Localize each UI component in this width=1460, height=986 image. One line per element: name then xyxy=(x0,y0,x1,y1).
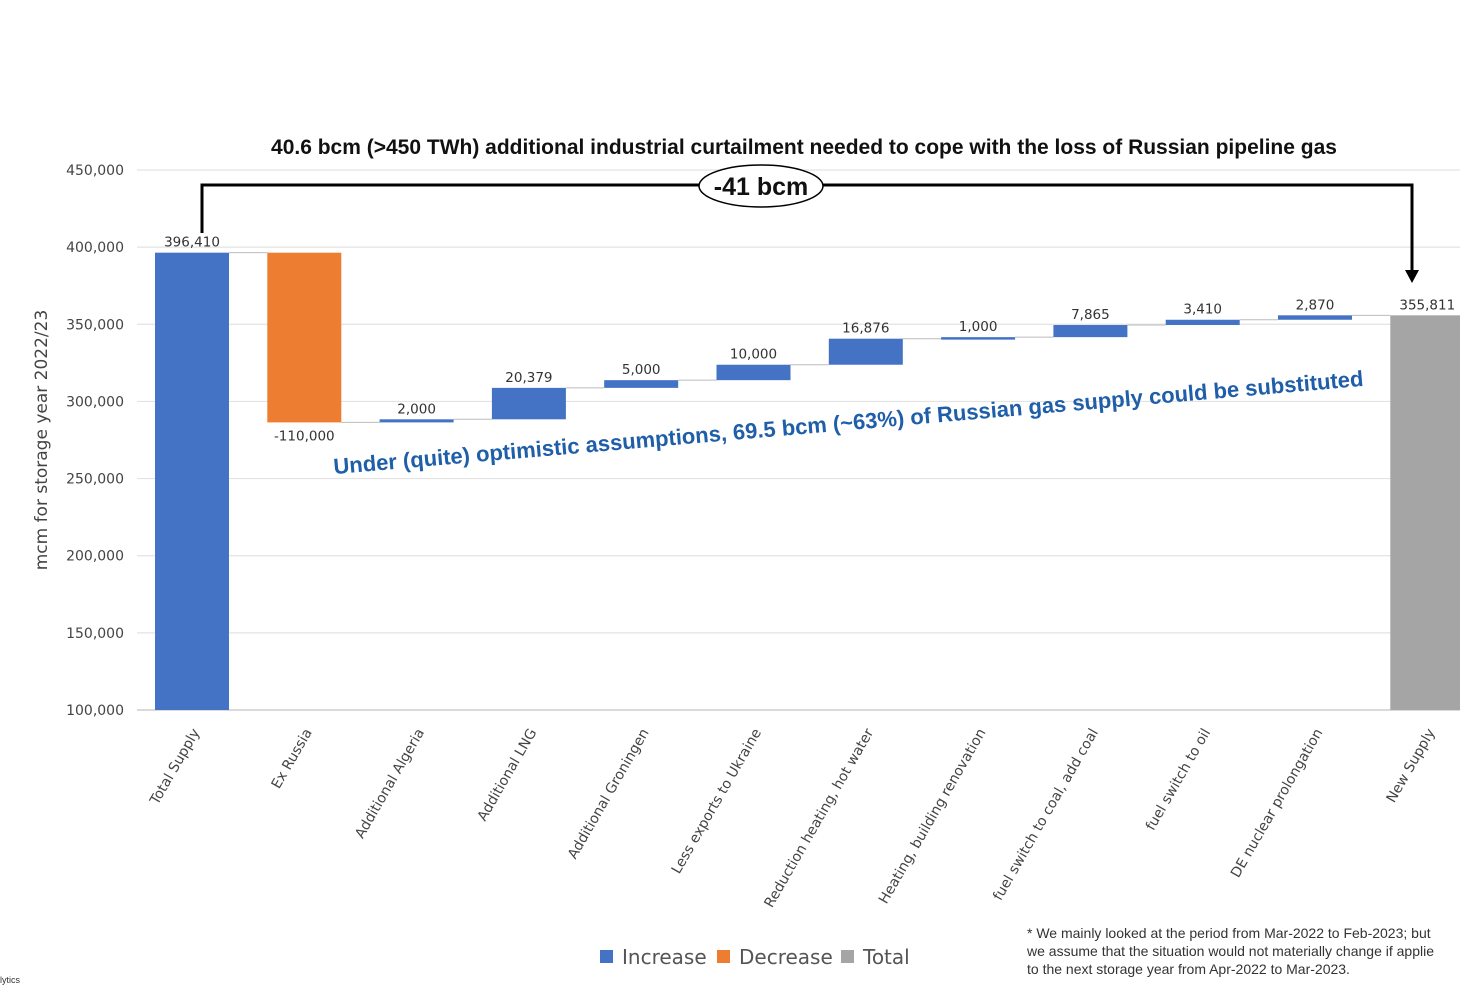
data-label: 10,000 xyxy=(730,347,777,363)
y-tick-label: 250,000 xyxy=(66,472,124,488)
y-tick-label: 150,000 xyxy=(66,626,124,642)
footnote: * We mainly looked at the period from Ma… xyxy=(1027,925,1435,977)
legend-swatch xyxy=(717,950,730,963)
y-tick-label: 200,000 xyxy=(66,549,124,565)
bracket-arrowhead xyxy=(1405,270,1419,283)
data-label: 2,000 xyxy=(397,401,436,417)
bracket-ellipse xyxy=(698,164,824,208)
category-label: Additional Algeria xyxy=(352,726,428,841)
legend: Increase Decrease Total xyxy=(600,945,910,969)
data-label: 5,000 xyxy=(622,362,661,378)
category-label: Reduction heating, hot water xyxy=(762,726,878,911)
bar xyxy=(828,338,903,365)
data-label: 20,379 xyxy=(505,370,552,386)
bar xyxy=(941,337,1016,340)
category-label: New Supply xyxy=(1384,726,1439,806)
category-label: Less exports to Ukraine xyxy=(669,726,765,877)
legend-swatch xyxy=(841,950,854,963)
difference-label: -41 bcm xyxy=(714,173,808,201)
bar xyxy=(1053,325,1128,338)
data-label: 1,000 xyxy=(959,319,998,335)
y-tick-label: 300,000 xyxy=(66,394,124,410)
data-label: 2,870 xyxy=(1296,297,1335,313)
bar xyxy=(1390,315,1460,710)
bar xyxy=(491,387,566,420)
y-tick-label: 400,000 xyxy=(66,240,124,256)
data-label: 16,876 xyxy=(842,321,889,337)
legend-label: Decrease xyxy=(739,945,833,969)
data-labels: 396,410 -110,000 2,000 20,379 5,000 10,000 16,… xyxy=(164,235,1455,445)
chart-title: 40.6 bcm (>450 TWh) additional industria… xyxy=(271,136,1337,159)
category-label: Total Supply xyxy=(147,726,204,808)
bar xyxy=(604,380,679,388)
category-label: fuel switch to coal, add coal xyxy=(990,726,1102,903)
legend-label: Total xyxy=(862,945,910,969)
data-label: 7,865 xyxy=(1071,307,1110,323)
bar xyxy=(379,419,454,423)
legend-swatch xyxy=(600,950,613,963)
data-label: 3,410 xyxy=(1183,302,1222,318)
category-label: Ex Russia xyxy=(269,726,316,792)
bar xyxy=(155,252,229,711)
category-label: DE nuclear prolongation xyxy=(1228,726,1327,881)
data-label: 396,410 xyxy=(164,235,220,251)
bar xyxy=(1278,315,1352,320)
category-labels: Total Supply Ex Russia Additional Algeria A… xyxy=(147,726,1439,911)
category-label: Heating, building renovation xyxy=(876,726,990,907)
category-label: fuel switch to oil xyxy=(1143,726,1214,833)
y-tick-label: 100,000 xyxy=(66,703,124,719)
connector-lines xyxy=(229,252,1391,423)
gridlines xyxy=(137,169,1460,711)
y-tick-label: 450,000 xyxy=(66,163,124,179)
y-axis-ticks: 100,000 150,000 200,000 250,000 300,000 350,0… xyxy=(66,163,124,719)
data-label: 355,811 xyxy=(1399,297,1455,313)
y-tick-label: 350,000 xyxy=(66,317,124,333)
y-axis-label: mcm for storage year 2022/23 xyxy=(32,310,52,571)
category-label: Additional Groningen xyxy=(565,726,653,862)
bar xyxy=(716,364,791,381)
data-label: -110,000 xyxy=(274,428,335,444)
corner-text: lytics xyxy=(0,975,20,985)
bar xyxy=(267,252,342,423)
bars xyxy=(155,252,1460,711)
bar xyxy=(1165,319,1240,326)
legend-label: Increase xyxy=(622,945,707,969)
annotation-note: Under (quite) optimistic assumptions, 69… xyxy=(332,366,1364,479)
category-label: Additional LNG xyxy=(475,726,541,824)
